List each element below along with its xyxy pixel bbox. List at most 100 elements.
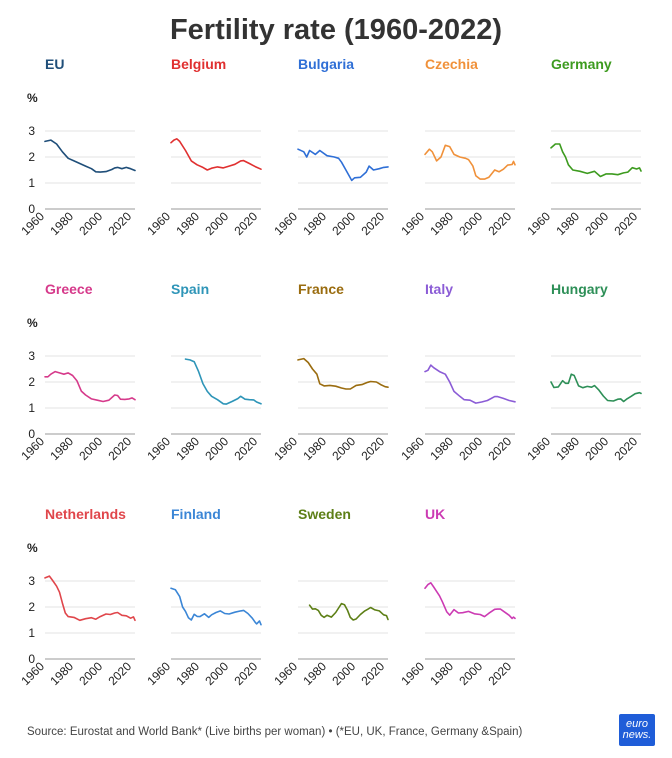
x-tick-label: 2000: [582, 434, 611, 463]
panel-title-italy: Italy: [425, 281, 453, 297]
y-unit-label: %: [27, 316, 38, 330]
x-tick-label: 1960: [271, 209, 300, 238]
logo-line-1: euro: [625, 718, 649, 730]
logo-line-2: news.: [622, 729, 652, 741]
x-tick-label: 1980: [427, 209, 456, 238]
x-tick-label: 2020: [611, 434, 640, 463]
x-tick-label: 1960: [524, 209, 553, 238]
x-tick-label: 2020: [231, 659, 260, 688]
x-tick-label: 1960: [144, 209, 173, 238]
series-line-belgium: [170, 138, 262, 171]
x-tick-label: 2000: [456, 209, 485, 238]
panel-title-netherlands: Netherlands: [45, 506, 126, 522]
x-tick-label: 2020: [231, 434, 260, 463]
x-tick-label: 2020: [105, 659, 134, 688]
x-tick-label: 1980: [47, 659, 76, 688]
source-note: Source: Eurostat and World Bank* (Live b…: [27, 726, 523, 738]
x-tick-label: 1980: [47, 209, 76, 238]
x-tick-label: 2000: [76, 659, 105, 688]
y-unit-label: %: [27, 91, 38, 105]
x-tick-label: 2000: [329, 434, 358, 463]
panel-title-eu: EU: [45, 56, 64, 72]
panel-germany: Germany 1960 1980 2000 2020: [524, 56, 642, 238]
x-tick-label: 2000: [456, 659, 485, 688]
panel-title-hungary: Hungary: [551, 281, 608, 297]
panel-title-france: France: [298, 281, 344, 297]
x-tick-label: 1960: [271, 434, 300, 463]
x-tick-label: 2020: [485, 434, 514, 463]
x-tick-label: 1960: [398, 434, 427, 463]
page-title: Fertility rate (1960-2022): [169, 14, 503, 46]
panel-france: France 1960 1980 2000 2020: [271, 281, 389, 463]
panel-netherlands: Netherlands% 0 1 2 3 1960 1980 2000 2020: [18, 506, 136, 688]
y-tick-label: 3: [28, 574, 35, 588]
panel-italy: Italy 1960 1980 2000 2020: [398, 281, 516, 463]
series-line-italy: [424, 364, 516, 404]
y-tick-label: 3: [28, 349, 35, 363]
x-tick-label: 1960: [398, 659, 427, 688]
panel-sweden: Sweden 1960 1980 2000 2020: [271, 506, 389, 688]
panel-title-sweden: Sweden: [298, 506, 351, 522]
x-tick-label: 2020: [231, 209, 260, 238]
series-line-sweden: [308, 602, 389, 621]
x-tick-label: 2000: [582, 209, 611, 238]
panel-greece: Greece% 0 1 2 3 1960 1980 2000 2020: [18, 281, 136, 463]
y-tick-label: 2: [28, 600, 35, 614]
x-tick-label: 2000: [329, 659, 358, 688]
series-line-spain: [184, 358, 262, 405]
series-line-netherlands: [44, 575, 136, 622]
panel-czechia: Czechia 1960 1980 2000 2020: [398, 56, 516, 238]
panel-title-finland: Finland: [171, 506, 221, 522]
y-tick-label: 0: [28, 427, 35, 441]
series-line-greece: [44, 370, 136, 403]
y-tick-label: 1: [28, 176, 35, 190]
x-tick-label: 2020: [358, 434, 387, 463]
y-tick-label: 1: [28, 401, 35, 415]
x-tick-label: 1960: [18, 434, 47, 463]
x-tick-label: 2000: [76, 434, 105, 463]
y-tick-label: 2: [28, 150, 35, 164]
x-tick-label: 1980: [300, 434, 329, 463]
panel-title-bulgaria: Bulgaria: [298, 56, 354, 72]
series-line-bulgaria: [297, 148, 389, 182]
x-tick-label: 2020: [358, 659, 387, 688]
panel-eu: EU% 0 1 2 3 1960 1980 2000 2020: [18, 56, 136, 238]
y-tick-label: 0: [28, 652, 35, 666]
panel-uk: UK 1960 1980 2000 2020: [398, 506, 516, 688]
x-tick-label: 1980: [300, 209, 329, 238]
panel-title-uk: UK: [425, 506, 445, 522]
x-tick-label: 1960: [524, 434, 553, 463]
x-tick-label: 1980: [300, 659, 329, 688]
x-tick-label: 1980: [47, 434, 76, 463]
series-line-france: [297, 357, 389, 390]
x-tick-label: 1960: [18, 659, 47, 688]
panel-hungary: Hungary 1960 1980 2000 2020: [524, 281, 642, 463]
panel-belgium: Belgium 1960 1980 2000 2020: [144, 56, 262, 238]
x-tick-label: 2020: [485, 659, 514, 688]
x-tick-label: 1980: [553, 434, 582, 463]
y-tick-label: 3: [28, 124, 35, 138]
series-line-finland: [170, 587, 262, 626]
x-tick-label: 2000: [202, 659, 231, 688]
panel-spain: Spain 1960 1980 2000 2020: [144, 281, 262, 463]
x-tick-label: 1980: [553, 209, 582, 238]
y-tick-label: 1: [28, 626, 35, 640]
euronews-logo: euro news.: [619, 714, 655, 746]
series-line-uk: [424, 582, 516, 620]
x-tick-label: 1980: [173, 659, 202, 688]
x-tick-label: 1980: [427, 659, 456, 688]
x-tick-label: 1960: [144, 434, 173, 463]
series-line-hungary: [550, 373, 642, 403]
x-tick-label: 1960: [144, 659, 173, 688]
panel-title-belgium: Belgium: [171, 56, 226, 72]
x-tick-label: 1960: [398, 209, 427, 238]
panel-finland: Finland 1960 1980 2000 2020: [144, 506, 262, 688]
x-tick-label: 2000: [456, 434, 485, 463]
y-unit-label: %: [27, 541, 38, 555]
x-tick-label: 2000: [202, 209, 231, 238]
x-tick-label: 1980: [173, 434, 202, 463]
series-line-czechia: [424, 144, 516, 180]
y-tick-label: 2: [28, 375, 35, 389]
x-tick-label: 2000: [202, 434, 231, 463]
